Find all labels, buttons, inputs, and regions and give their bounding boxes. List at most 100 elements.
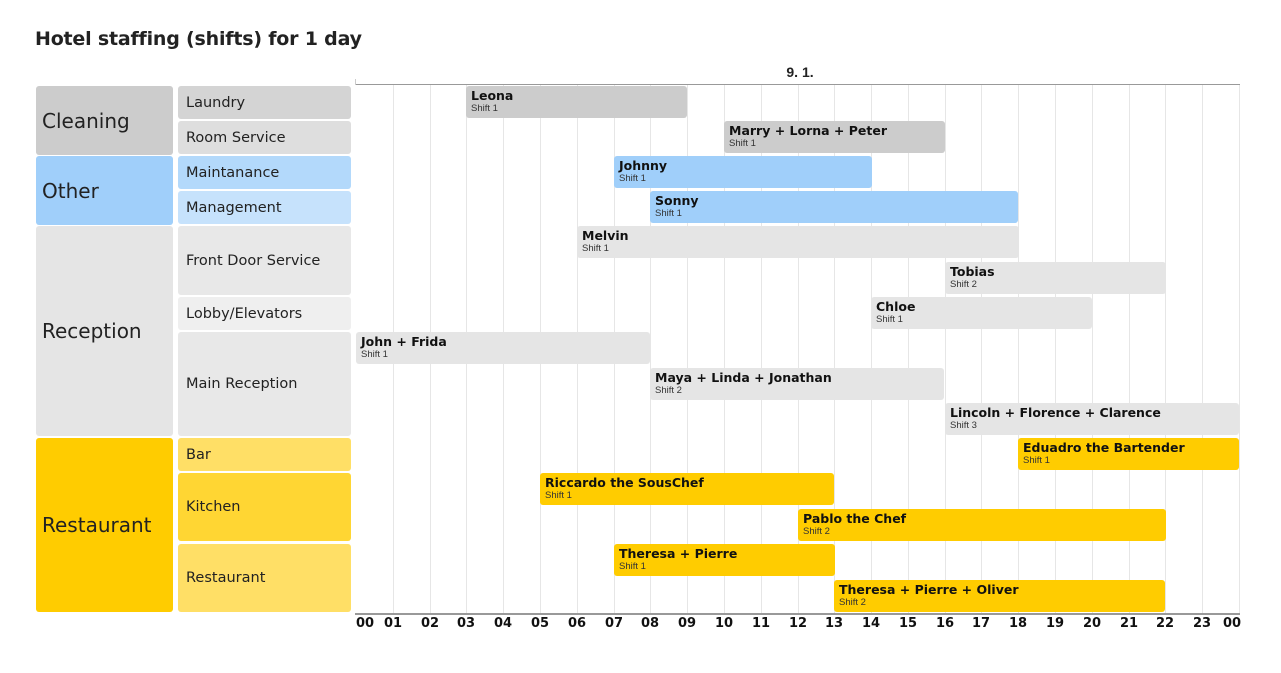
row-label-room-service: Room Service bbox=[178, 121, 351, 154]
x-tick-label: 03 bbox=[456, 616, 476, 631]
shift-bar-shift: Shift 2 bbox=[839, 597, 866, 608]
shift-bar-shift: Shift 1 bbox=[471, 103, 498, 114]
shift-bar[interactable]: Pablo the Chef Shift 2 bbox=[798, 509, 1166, 541]
x-tick-label: 02 bbox=[420, 616, 440, 631]
row-label-maintanance: Maintanance bbox=[178, 156, 351, 189]
shift-bar-shift: Shift 1 bbox=[655, 208, 682, 219]
x-tick-label: 12 bbox=[788, 616, 808, 631]
category-other: Other bbox=[36, 156, 173, 225]
chart-title: Hotel staffing (shifts) for 1 day bbox=[35, 28, 362, 50]
top-axis-tick bbox=[355, 79, 356, 85]
x-tick-label: 23 bbox=[1192, 616, 1212, 631]
shift-bar[interactable]: Lincoln + Florence + Clarence Shift 3 bbox=[945, 403, 1239, 435]
x-tick-label: 04 bbox=[493, 616, 513, 631]
row-label-bar: Bar bbox=[178, 438, 351, 471]
x-tick-label: 16 bbox=[935, 616, 955, 631]
shift-bar-name: Lincoln + Florence + Clarence bbox=[950, 405, 1161, 420]
shift-bar-name: Maya + Linda + Jonathan bbox=[655, 370, 832, 385]
shift-bar-name: Marry + Lorna + Peter bbox=[729, 123, 888, 138]
shift-bar-shift: Shift 2 bbox=[950, 279, 977, 290]
shift-bar[interactable]: John + Frida Shift 1 bbox=[356, 332, 650, 364]
shift-bar-name: Theresa + Pierre bbox=[619, 546, 738, 561]
row-label-lobby-elevators: Lobby/Elevators bbox=[178, 297, 351, 330]
x-tick-label: 09 bbox=[677, 616, 697, 631]
x-tick-label: 17 bbox=[971, 616, 991, 631]
x-tick-label: 10 bbox=[714, 616, 734, 631]
top-axis-line bbox=[355, 84, 1240, 85]
x-tick-label: 01 bbox=[383, 616, 403, 631]
gridline bbox=[798, 85, 799, 613]
shift-bar[interactable]: Theresa + Pierre + Oliver Shift 2 bbox=[834, 580, 1165, 612]
x-tick-label: 07 bbox=[604, 616, 624, 631]
gridline bbox=[1092, 85, 1093, 613]
gridline bbox=[908, 85, 909, 613]
shift-bar[interactable]: Melvin Shift 1 bbox=[577, 226, 1019, 258]
x-tick-label: 00 bbox=[1222, 616, 1242, 631]
shift-bar-shift: Shift 1 bbox=[876, 314, 903, 325]
shift-bar-shift: Shift 2 bbox=[655, 385, 682, 396]
shift-bar-name: Riccardo the SousChef bbox=[545, 475, 704, 490]
date-axis-label: 9. 1. bbox=[786, 64, 814, 80]
shift-bar[interactable]: Tobias Shift 2 bbox=[945, 262, 1166, 294]
shift-bar-shift: Shift 1 bbox=[619, 173, 646, 184]
category-reception: Reception bbox=[36, 226, 173, 436]
shift-bar-name: Chloe bbox=[876, 299, 916, 314]
shift-bar[interactable]: Sonny Shift 1 bbox=[650, 191, 1018, 223]
bottom-axis-line bbox=[355, 613, 1240, 615]
gridline bbox=[761, 85, 762, 613]
shift-bar[interactable]: Marry + Lorna + Peter Shift 1 bbox=[724, 121, 945, 153]
gridline bbox=[945, 85, 946, 613]
shift-bar-name: Theresa + Pierre + Oliver bbox=[839, 582, 1019, 597]
row-label-management: Management bbox=[178, 191, 351, 224]
x-tick-label: 15 bbox=[898, 616, 918, 631]
shift-bar-name: Johnny bbox=[619, 158, 668, 173]
gridline bbox=[1239, 85, 1240, 613]
shift-bar[interactable]: Johnny Shift 1 bbox=[614, 156, 872, 188]
gridline bbox=[1129, 85, 1130, 613]
gridline bbox=[1165, 85, 1166, 613]
gridline bbox=[687, 85, 688, 613]
shift-bar-name: Leona bbox=[471, 88, 514, 103]
x-tick-label: 20 bbox=[1082, 616, 1102, 631]
gridline bbox=[981, 85, 982, 613]
x-tick-label: 11 bbox=[751, 616, 771, 631]
gridline bbox=[1055, 85, 1056, 613]
shift-bar-shift: Shift 3 bbox=[950, 420, 977, 431]
x-tick-label: 18 bbox=[1008, 616, 1028, 631]
shift-bar-name: Tobias bbox=[950, 264, 995, 279]
shift-bar[interactable]: Chloe Shift 1 bbox=[871, 297, 1092, 329]
category-cleaning: Cleaning bbox=[36, 86, 173, 155]
x-tick-label: 00 bbox=[355, 616, 375, 631]
gridline bbox=[1202, 85, 1203, 613]
plot-area: Leona Shift 1 Marry + Lorna + Peter Shift 1… bbox=[356, 85, 1240, 613]
x-tick-label: 13 bbox=[824, 616, 844, 631]
gridline bbox=[834, 85, 835, 613]
gridline bbox=[1018, 85, 1019, 613]
x-tick-label: 14 bbox=[861, 616, 881, 631]
row-label-kitchen: Kitchen bbox=[178, 473, 351, 541]
shift-bar-name: Eduadro the Bartender bbox=[1023, 440, 1185, 455]
shift-bar-name: Melvin bbox=[582, 228, 629, 243]
gridline bbox=[724, 85, 725, 613]
shift-bar-shift: Shift 1 bbox=[361, 349, 388, 360]
shift-bar-shift: Shift 1 bbox=[582, 243, 609, 254]
shift-bar-shift: Shift 1 bbox=[619, 561, 646, 572]
gridline bbox=[871, 85, 872, 613]
x-tick-label: 05 bbox=[530, 616, 550, 631]
row-label-laundry: Laundry bbox=[178, 86, 351, 119]
shift-bar-shift: Shift 1 bbox=[545, 490, 572, 501]
x-tick-label: 22 bbox=[1155, 616, 1175, 631]
shift-bar[interactable]: Maya + Linda + Jonathan Shift 2 bbox=[650, 368, 944, 400]
shift-bar-name: Sonny bbox=[655, 193, 699, 208]
shift-bar-name: John + Frida bbox=[361, 334, 447, 349]
shift-bar-name: Pablo the Chef bbox=[803, 511, 907, 526]
shift-bar[interactable]: Eduadro the Bartender Shift 1 bbox=[1018, 438, 1239, 470]
x-tick-label: 06 bbox=[567, 616, 587, 631]
row-label-main-reception: Main Reception bbox=[178, 332, 351, 436]
x-tick-label: 08 bbox=[640, 616, 660, 631]
shift-bar[interactable]: Leona Shift 1 bbox=[466, 86, 687, 118]
x-tick-label: 19 bbox=[1045, 616, 1065, 631]
shift-bar[interactable]: Theresa + Pierre Shift 1 bbox=[614, 544, 835, 576]
shift-bar-shift: Shift 1 bbox=[729, 138, 756, 149]
shift-bar[interactable]: Riccardo the SousChef Shift 1 bbox=[540, 473, 834, 505]
